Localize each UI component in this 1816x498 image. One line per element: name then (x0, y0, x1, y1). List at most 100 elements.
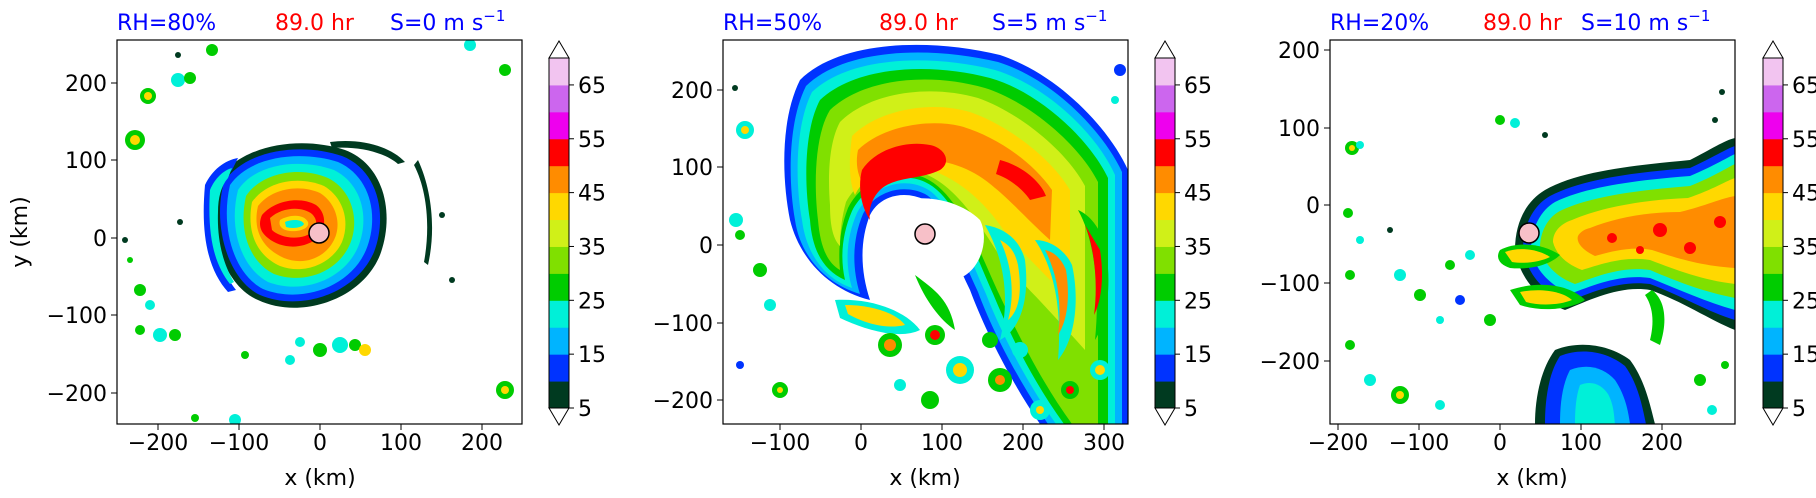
colorbar-bin (1763, 381, 1783, 409)
panel-2: RH=50% 89.0 hr S=5 m s−1 (653, 7, 1129, 491)
colorbar-bin (1155, 354, 1175, 382)
panel-3-ytick-label: −100 (1260, 272, 1320, 297)
panel-1-ytick-label: −100 (47, 304, 107, 329)
panel-2-ytick-label: 0 (699, 234, 713, 259)
colorbar-bin (549, 84, 569, 113)
colorbar-bin (549, 246, 569, 274)
panel-1-ytick-label: −200 (47, 382, 107, 407)
panel-2-ytick-label: 200 (671, 79, 713, 104)
panel-3-rh-label: RH=20% (1330, 11, 1429, 36)
colorbar-tick-label: 15 (1184, 343, 1212, 368)
panel-2-x-ticks: −100 0 100 200 300 (750, 424, 1125, 456)
colorbar-bin (549, 381, 569, 409)
colorbar-bin (1763, 84, 1783, 113)
panel-3-reflectivity-field (1343, 89, 1735, 424)
colorbar-tick-label: 55 (1792, 128, 1816, 153)
panel-2-xtick-label: 0 (854, 431, 868, 456)
colorbar-bin (1155, 246, 1175, 274)
colorbar-bin (1763, 219, 1783, 247)
colorbar-bin (549, 273, 569, 301)
panel-3-x-ticks: −200 −100 0 100 200 (1308, 424, 1683, 456)
colorbar-bin (1155, 111, 1175, 140)
panel-2-time-label: 89.0 hr (879, 11, 959, 36)
panel-1: RH=80% 89.0 hr S=0 m s−1 (8, 7, 523, 491)
panel-3-xtick-label: −100 (1389, 431, 1449, 456)
panel-2-ytick-label: −200 (653, 389, 713, 414)
colorbar-tick-label: 55 (578, 128, 606, 153)
panel-1-y-axis-label: y (km) (8, 196, 33, 267)
panel-3-time-label: 89.0 hr (1483, 11, 1563, 36)
panel-2-xtick-label: 200 (1002, 431, 1044, 456)
panel-3-ytick-label: 0 (1306, 194, 1320, 219)
panel-2-storm-center-marker (914, 223, 936, 245)
colorbar-bin (1155, 381, 1175, 409)
panel-1-ytick-label: 200 (65, 72, 107, 97)
panel-3: RH=20% 89.0 hr S=10 m s−1 (1260, 7, 1736, 491)
colorbar-bin (549, 192, 569, 221)
panel-3-y-ticks: 200 100 0 −100 −200 (1260, 39, 1330, 375)
panel-3-axes-frame (1329, 39, 1736, 425)
colorbar-bin (549, 354, 569, 382)
panel-1-xtick-label: 0 (313, 431, 327, 456)
panel-3-storm-center-marker (1518, 222, 1540, 244)
panel-1-time-label: 89.0 hr (275, 11, 355, 36)
panel-2-plot-area (722, 39, 1129, 425)
colorbar-panel-3: 5 15 25 35 45 55 65 (1762, 40, 1816, 426)
colorbar-tick-label: 25 (1792, 289, 1816, 314)
colorbar-bin (1155, 58, 1175, 86)
colorbar-extend-max (1154, 40, 1176, 59)
panel-1-storm-center-marker (308, 222, 330, 244)
panel-3-plot-area (1329, 39, 1736, 425)
panel-1-x-ticks: −200 −100 0 100 200 (128, 424, 503, 456)
panel-1-x-axis-label: x (km) (284, 466, 355, 491)
panel-1-shear-label: S=0 m s−1 (390, 7, 505, 36)
colorbar-bin (1763, 327, 1783, 355)
colorbar-bin (549, 219, 569, 247)
colorbar-tick-label: 25 (578, 289, 606, 314)
colorbar-bin (1155, 84, 1175, 113)
panel-1-xtick-label: 100 (380, 431, 422, 456)
panel-1-xtick-label: 200 (461, 431, 503, 456)
colorbar-bin (1763, 273, 1783, 301)
panel-1-plot-area (116, 39, 523, 425)
panel-1-xtick-label: −100 (209, 431, 269, 456)
colorbar-tick-label: 5 (1184, 397, 1198, 422)
colorbar-tick-label: 65 (1792, 74, 1816, 99)
colorbar-bin (1155, 327, 1175, 355)
panel-3-xtick-label: −200 (1308, 431, 1368, 456)
panel-3-ytick-label: 200 (1278, 39, 1320, 64)
colorbar-extend-min (1154, 407, 1176, 426)
colorbar-tick-label: 45 (1184, 182, 1212, 207)
colorbar-bin (1155, 165, 1175, 194)
panel-3-xtick-label: 200 (1641, 431, 1683, 456)
colorbar-tick-label: 5 (1792, 397, 1806, 422)
colorbar-frame (548, 57, 570, 409)
colorbar-bin (549, 111, 569, 140)
colorbar-frame (1154, 57, 1176, 409)
colorbar-bin (1763, 58, 1783, 86)
panel-2-x-axis-label: x (km) (889, 466, 960, 491)
colorbar-bin (549, 300, 569, 328)
panel-2-y-ticks: 200 100 0 −100 −200 (653, 79, 723, 414)
panel-2-xtick-label: 100 (921, 431, 963, 456)
colorbar-bin (1763, 138, 1783, 167)
colorbar-extend-min (548, 407, 570, 426)
colorbar-bin (1155, 192, 1175, 221)
colorbar-tick-label: 5 (578, 397, 592, 422)
panel-1-xtick-label: −200 (128, 431, 188, 456)
colorbar-tick-label: 55 (1184, 128, 1212, 153)
colorbar-bin (1763, 192, 1783, 221)
panel-2-ytick-label: −100 (653, 312, 713, 337)
colorbar-bin (549, 327, 569, 355)
panel-3-shear-label: S=10 m s−1 (1581, 7, 1710, 36)
colorbar-tick-label: 35 (1184, 235, 1212, 260)
colorbar-tick-label: 65 (578, 74, 606, 99)
colorbar-panel-1: 5 15 25 35 45 55 65 (548, 40, 606, 426)
colorbar-tick-label: 35 (1792, 235, 1816, 260)
panel-2-reflectivity-field (729, 44, 1128, 424)
colorbar-tick-label: 15 (1792, 343, 1816, 368)
panel-3-ytick-label: 100 (1278, 117, 1320, 142)
colorbar-bin (549, 138, 569, 167)
panel-3-xtick-label: 100 (1560, 431, 1602, 456)
panel-1-ytick-label: 100 (65, 149, 107, 174)
